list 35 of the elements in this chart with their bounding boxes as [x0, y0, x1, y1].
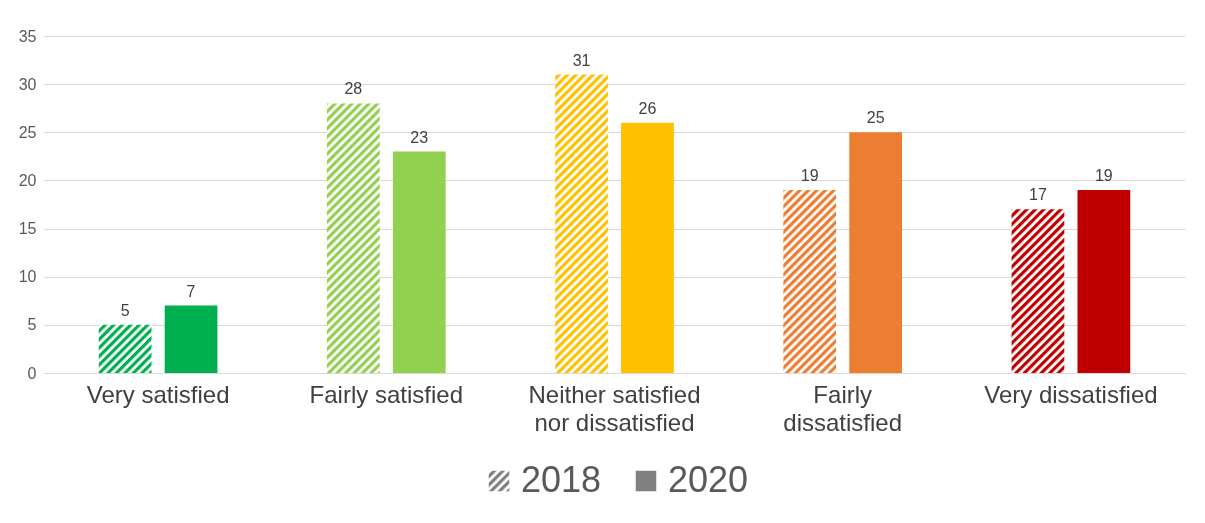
bar: [392, 151, 446, 373]
data-label: 26: [638, 99, 657, 117]
text: 2020: [668, 459, 749, 500]
y-tick-label: 15: [18, 220, 37, 238]
data-label: 7: [186, 282, 196, 300]
y-tick-label: 25: [18, 123, 37, 141]
y-tick-label: 10: [18, 268, 37, 286]
data-label: 19: [1094, 167, 1113, 185]
bar: [1077, 190, 1131, 373]
bar: [849, 132, 903, 373]
x-tick-label: Fairly satisfied: [309, 380, 463, 408]
y-tick-label: 30: [18, 75, 37, 93]
data-label: 5: [120, 301, 130, 319]
x-tick-label: Neither satisfied nor dissatisfied: [528, 380, 701, 436]
data-label: 23: [410, 128, 429, 146]
x-tick-label: Very dissatisfied: [984, 380, 1158, 408]
y-tick-label: 35: [18, 27, 37, 45]
bar: [326, 103, 380, 373]
bar: [1011, 209, 1065, 373]
data-label: 25: [866, 109, 885, 127]
data-label: 17: [1029, 186, 1047, 204]
x-tick-label: Very satisfied: [86, 380, 230, 408]
data-label: 19: [800, 167, 819, 185]
y-tick-label: 20: [18, 171, 37, 189]
bar: [783, 190, 837, 373]
y-tick-label: 0: [27, 364, 37, 382]
data-label: 28: [344, 80, 363, 98]
text: 2018: [521, 459, 602, 500]
bar: [621, 122, 674, 373]
bar: [555, 74, 608, 373]
bar: [98, 324, 152, 373]
y-tick-label: 5: [27, 316, 37, 334]
bar: [164, 305, 218, 373]
x-tick-label: Fairly dissatisfied: [783, 380, 903, 436]
data-label: 31: [572, 51, 591, 69]
